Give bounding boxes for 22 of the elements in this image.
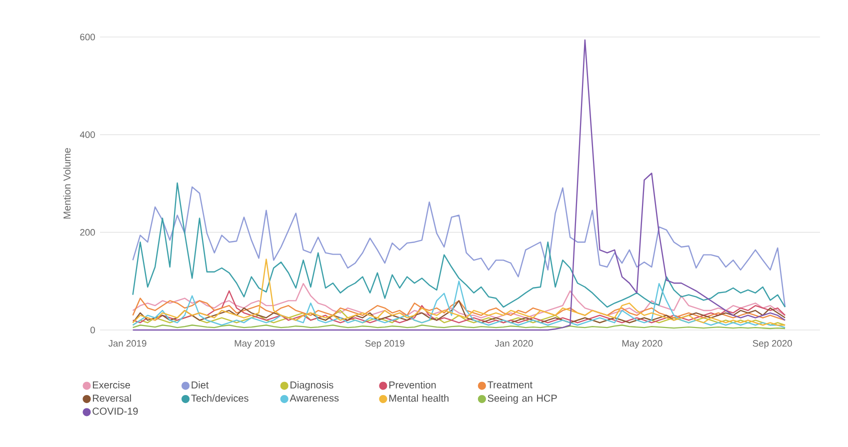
legend-label: Tech/devices [191,394,248,402]
x-tick-label: Sep 2020 [752,340,792,349]
legend-label: Awareness [290,394,339,402]
x-tick-label: Jan 2019 [108,340,146,347]
y-tick-label: 400 [80,131,95,138]
legend-label: Seeing an HCP [488,394,557,404]
legend-label: Diagnosis [290,381,334,390]
y-tick-label: 200 [80,229,95,236]
x-tick-label: Jan 2020 [494,340,533,347]
legend-label: COVID-19 [92,408,138,415]
y-axis-title: Mention Volume [63,148,71,219]
legend-label: Prevention [389,381,436,388]
legend-label: Diet [192,381,209,388]
legend-label: Treatment [488,381,532,388]
legend-label: Mental health [389,394,448,402]
legend-label: Exercise [92,381,130,388]
y-tick-label: 0 [90,326,95,334]
x-tick-label: Sep 2019 [365,340,404,349]
x-tick-label: May 2020 [622,340,662,349]
x-tick-label: May 2019 [234,340,275,349]
legend-label: Reversal [92,394,131,402]
y-tick-label: 600 [80,34,95,40]
